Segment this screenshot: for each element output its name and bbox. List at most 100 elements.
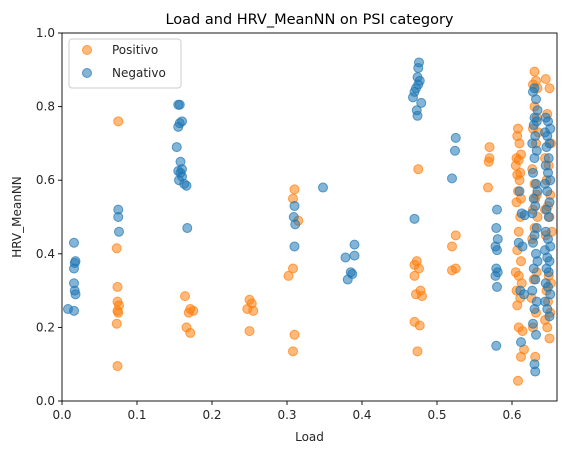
data-point-positivo <box>289 329 300 340</box>
y-tick-label: 0.0 <box>36 394 55 408</box>
data-point-negativo <box>340 252 351 263</box>
y-tick-label: 0.4 <box>36 247 55 261</box>
data-point-negativo <box>174 99 185 110</box>
data-point-negativo <box>528 237 538 248</box>
legend-box <box>68 38 182 89</box>
x-tick-label: 0.0 <box>52 408 71 422</box>
data-point-negativo <box>171 142 182 153</box>
plot-frame <box>61 32 558 402</box>
plot-points <box>63 57 557 386</box>
data-point-negativo <box>113 212 124 222</box>
data-point-positivo <box>113 116 124 127</box>
data-point-positivo <box>516 256 526 267</box>
data-point-negativo <box>318 182 328 193</box>
data-point-positivo <box>514 175 525 186</box>
data-point-positivo <box>513 226 524 237</box>
data-point-positivo <box>185 327 196 338</box>
data-point-positivo <box>413 164 424 175</box>
data-point-negativo <box>528 318 538 329</box>
data-point-negativo <box>181 180 192 191</box>
data-point-positivo <box>450 230 461 241</box>
data-point-negativo <box>528 120 539 130</box>
x-axis: 0.0 0.1 0.2 0.3 0.4 0.5 0.6 <box>52 401 522 422</box>
data-point-positivo <box>412 346 423 357</box>
data-point-negativo <box>491 340 502 351</box>
data-point-negativo <box>543 267 554 278</box>
data-point-negativo <box>349 239 360 250</box>
legend-marker-positivo <box>82 45 92 55</box>
data-point-negativo <box>447 173 457 184</box>
data-point-positivo <box>514 138 525 149</box>
legend-label-negativo: Negativo <box>112 66 166 80</box>
x-tick-label: 0.4 <box>352 408 371 422</box>
y-axis: 0.0 0.2 0.4 0.6 0.8 1.0 <box>36 26 62 408</box>
data-point-negativo <box>347 269 358 280</box>
data-point-positivo <box>544 333 555 344</box>
y-tick-label: 1.0 <box>36 26 55 40</box>
data-point-positivo <box>417 291 427 302</box>
data-point-negativo <box>528 167 538 178</box>
data-point-negativo <box>69 237 79 248</box>
data-point-positivo <box>483 156 494 167</box>
data-point-positivo <box>289 184 300 195</box>
data-point-positivo <box>516 351 526 362</box>
data-point-negativo <box>529 304 540 314</box>
data-point-negativo <box>531 329 541 340</box>
data-point-negativo <box>530 274 541 285</box>
data-point-negativo <box>492 281 502 292</box>
data-point-positivo <box>542 322 553 333</box>
data-point-negativo <box>413 62 424 73</box>
data-point-negativo <box>527 208 538 219</box>
data-point-positivo <box>113 307 124 318</box>
data-point-negativo <box>527 138 538 149</box>
data-point-positivo <box>244 326 255 337</box>
legend-label-positivo: Positivo <box>112 43 158 57</box>
data-point-negativo <box>545 289 556 300</box>
data-point-negativo <box>544 311 555 322</box>
y-tick-label: 0.8 <box>36 100 55 114</box>
data-point-negativo <box>70 289 81 300</box>
data-point-positivo <box>544 83 555 94</box>
data-point-negativo <box>416 97 427 108</box>
data-point-negativo <box>408 92 418 103</box>
data-point-positivo <box>180 291 190 302</box>
data-point-negativo <box>519 289 529 300</box>
data-point-negativo <box>349 250 360 261</box>
data-point-positivo <box>447 241 457 252</box>
x-tick-label: 0.5 <box>427 408 446 422</box>
data-point-positivo <box>529 66 540 77</box>
data-point-negativo <box>173 121 184 132</box>
data-point-negativo <box>492 245 502 256</box>
data-point-positivo <box>540 74 551 84</box>
data-point-positivo <box>483 182 493 193</box>
data-point-negativo <box>543 212 554 222</box>
x-tick-label: 0.2 <box>202 408 221 422</box>
data-point-positivo <box>517 326 528 337</box>
x-tick-label: 0.1 <box>127 408 146 422</box>
data-point-negativo <box>290 219 301 230</box>
data-point-negativo <box>542 186 553 197</box>
data-point-positivo <box>414 263 424 274</box>
y-axis-title: HRV_MeanNN <box>10 176 24 258</box>
data-point-negativo <box>541 142 552 153</box>
data-point-negativo <box>114 226 124 237</box>
data-point-positivo <box>248 305 259 316</box>
x-axis-title: Load <box>295 430 324 444</box>
data-point-positivo <box>414 320 425 331</box>
x-tick-label: 0.6 <box>502 408 521 422</box>
data-point-negativo <box>516 337 526 348</box>
data-point-positivo <box>111 318 122 329</box>
chart-title: Load and HRV_MeanNN on PSI category <box>165 12 453 28</box>
data-point-negativo <box>530 366 541 377</box>
data-point-negativo <box>517 241 528 252</box>
data-point-negativo <box>529 153 540 164</box>
data-point-positivo <box>409 270 420 281</box>
data-point-positivo <box>512 300 523 311</box>
data-point-negativo <box>450 132 461 143</box>
data-point-positivo <box>450 263 461 274</box>
data-point-positivo <box>288 346 298 357</box>
data-point-negativo <box>450 145 460 156</box>
data-point-negativo <box>289 200 300 211</box>
legend-marker-negativo <box>82 68 92 78</box>
